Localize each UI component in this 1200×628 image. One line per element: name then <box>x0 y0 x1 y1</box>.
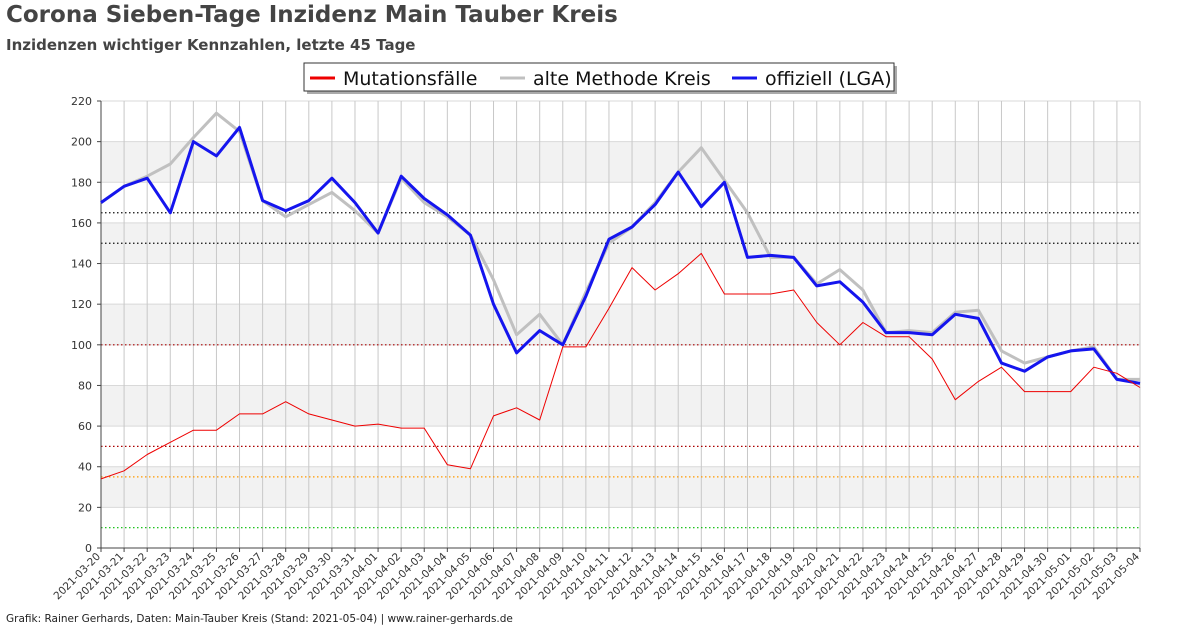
legend-label: Mutationsfälle <box>343 68 477 90</box>
y-tick-label: 40 <box>78 461 92 474</box>
series-line-offiziell-lga <box>100 125 1141 385</box>
y-tick-label: 180 <box>71 176 92 189</box>
y-tick-label: 220 <box>71 95 92 108</box>
y-tick-label: 140 <box>71 258 92 271</box>
grid-band <box>101 222 1140 264</box>
y-tick-label: 20 <box>78 501 92 514</box>
y-tick-label: 0 <box>85 542 92 555</box>
chart-subtitle: Inzidenzen wichtiger Kennzahlen, letzte … <box>6 36 416 54</box>
legend: Mutationsfälle alte Methode Kreis offiziel… <box>303 62 897 94</box>
grid-band <box>101 141 1140 183</box>
grid-band <box>101 304 1140 345</box>
grid-band <box>101 385 1140 427</box>
legend-label: offiziell (LGA) <box>765 68 892 90</box>
y-tick-label: 60 <box>78 420 92 433</box>
legend-label: alte Methode Kreis <box>533 68 711 90</box>
series-line-alte-methode-kreis <box>100 111 1140 381</box>
grid-band <box>101 466 1140 508</box>
series-line-mutationsf-lle <box>100 252 1141 480</box>
y-tick-label: 100 <box>71 339 92 352</box>
y-tick-label: 80 <box>78 379 92 392</box>
y-tick-label: 200 <box>71 136 92 149</box>
legend-box <box>303 62 895 92</box>
y-tick-label: 160 <box>71 217 92 230</box>
chart-title: Corona Sieben-Tage Inzidenz Main Tauber … <box>6 2 618 28</box>
y-tick-label: 120 <box>71 298 92 311</box>
source-footer: Grafik: Rainer Gerhards, Daten: Main-Tau… <box>6 613 513 625</box>
